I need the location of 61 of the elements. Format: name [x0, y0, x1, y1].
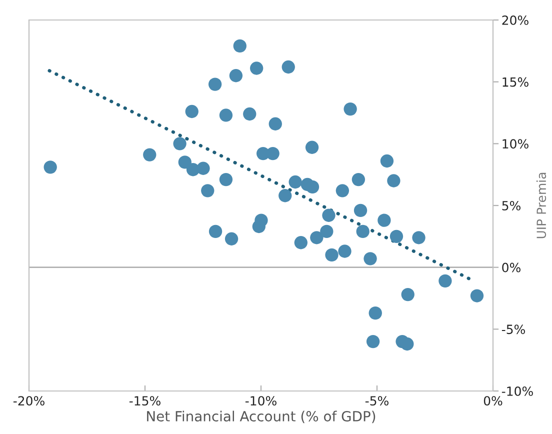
point [219, 172, 233, 186]
x-tick-label: -5% [365, 396, 388, 406]
point [336, 184, 350, 198]
point [208, 78, 222, 91]
point [354, 204, 368, 218]
point [196, 162, 210, 175]
point [173, 137, 186, 150]
point [470, 289, 484, 302]
point [366, 334, 380, 348]
point [368, 306, 382, 320]
point [44, 160, 57, 174]
point [401, 288, 414, 302]
point [143, 148, 156, 162]
point [288, 175, 302, 189]
point [254, 214, 268, 227]
point [233, 39, 246, 53]
point [219, 108, 233, 122]
y-tick-label: 0% [502, 262, 520, 272]
point [322, 208, 336, 222]
point [229, 69, 243, 82]
point [338, 244, 352, 258]
y-tick-label: 20% [502, 15, 528, 25]
point [378, 214, 391, 227]
point [325, 248, 338, 262]
point [178, 156, 192, 169]
y-axis-title: UIP Premia [536, 172, 546, 238]
point [310, 231, 324, 244]
point [364, 252, 377, 266]
x-tick-label: -15% [129, 396, 160, 406]
point [438, 274, 452, 288]
point [243, 107, 256, 121]
point [282, 60, 295, 74]
y-tick-label: 10% [502, 139, 528, 149]
y-tick-label: -10% [502, 386, 533, 396]
point [278, 189, 292, 202]
point [344, 102, 357, 116]
point [266, 146, 280, 160]
point [250, 62, 264, 75]
x-tick-label: -20% [13, 396, 44, 406]
point [185, 104, 198, 118]
point [208, 224, 222, 238]
y-tick-label: 15% [502, 77, 528, 87]
point [380, 154, 394, 168]
point [294, 236, 308, 250]
point [306, 180, 320, 194]
point [352, 172, 366, 186]
point [390, 230, 404, 244]
point [201, 184, 214, 198]
point [400, 337, 414, 351]
point [268, 117, 282, 130]
point [224, 232, 238, 246]
point [356, 224, 370, 238]
point [412, 231, 426, 244]
x-tick-label: -10% [245, 396, 276, 406]
x-axis-title: Net Financial Account (% of GDP) [147, 410, 376, 424]
point [387, 174, 400, 188]
x-tick-label: 0% [484, 396, 502, 406]
y-tick-label: 5% [502, 200, 520, 210]
point [305, 140, 319, 154]
y-tick-label: -5% [502, 324, 525, 334]
point [320, 224, 334, 238]
